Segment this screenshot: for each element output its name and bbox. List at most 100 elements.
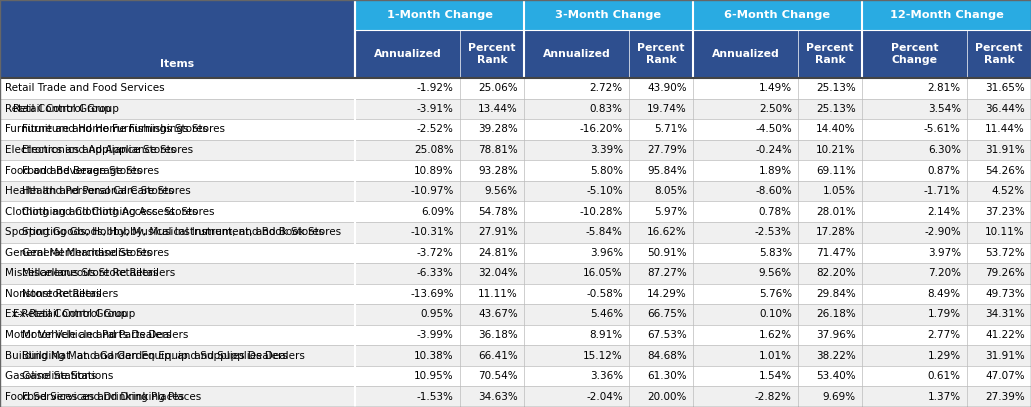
Bar — [0, 345, 355, 366]
Bar — [460, 98, 524, 119]
Text: General Merchandise Stores: General Merchandise Stores — [5, 248, 153, 258]
Bar — [862, 140, 967, 160]
Text: Percent
Change: Percent Change — [891, 43, 938, 65]
Bar — [629, 181, 693, 201]
Bar — [798, 160, 862, 181]
Text: 17.28%: 17.28% — [817, 227, 856, 237]
Bar — [967, 243, 1031, 263]
Bar — [0, 284, 355, 304]
Bar — [967, 98, 1031, 119]
Bar — [0, 140, 355, 160]
Bar — [693, 78, 798, 98]
Bar — [629, 263, 693, 284]
Text: 27.79%: 27.79% — [647, 145, 687, 155]
Text: 5.46%: 5.46% — [590, 309, 623, 319]
Bar — [629, 386, 693, 407]
Text: 0.61%: 0.61% — [928, 371, 961, 381]
Text: 31.91%: 31.91% — [985, 145, 1025, 155]
Text: 61.30%: 61.30% — [647, 371, 687, 381]
Bar — [355, 30, 460, 78]
Text: 43.90%: 43.90% — [647, 83, 687, 93]
Text: Food Services and Drinking Places: Food Services and Drinking Places — [22, 392, 201, 402]
Bar — [524, 325, 629, 345]
Bar — [862, 201, 967, 222]
Bar — [460, 243, 524, 263]
Bar — [862, 345, 967, 366]
Text: Percent
Rank: Percent Rank — [637, 43, 685, 65]
Text: 4.52%: 4.52% — [992, 186, 1025, 196]
Text: Motor Vehicle and Parts Dealers: Motor Vehicle and Parts Dealers — [22, 330, 188, 340]
Text: Retail Control Group: Retail Control Group — [13, 104, 120, 114]
Bar — [524, 201, 629, 222]
Text: 0.95%: 0.95% — [421, 309, 454, 319]
Bar — [460, 263, 524, 284]
Bar — [967, 325, 1031, 345]
Text: Nonstore Retailers: Nonstore Retailers — [22, 289, 118, 299]
Bar — [693, 386, 798, 407]
Bar — [524, 263, 629, 284]
Bar — [862, 78, 967, 98]
Text: Gasoline Stations: Gasoline Stations — [22, 371, 113, 381]
Bar — [524, 366, 629, 386]
Text: 5.80%: 5.80% — [590, 166, 623, 175]
Text: Percent
Rank: Percent Rank — [806, 43, 854, 65]
Text: 38.22%: 38.22% — [817, 350, 856, 361]
Text: 6-Month Change: 6-Month Change — [725, 10, 831, 20]
Text: -2.53%: -2.53% — [755, 227, 792, 237]
Bar — [798, 386, 862, 407]
Text: 54.78%: 54.78% — [478, 207, 518, 217]
Bar — [524, 140, 629, 160]
Text: -2.82%: -2.82% — [755, 392, 792, 402]
Text: Annualized: Annualized — [373, 49, 441, 59]
Text: 13.44%: 13.44% — [478, 104, 518, 114]
Bar — [460, 304, 524, 325]
Text: 10.89%: 10.89% — [414, 166, 454, 175]
Text: -3.99%: -3.99% — [417, 330, 454, 340]
Bar — [355, 284, 460, 304]
Bar — [524, 222, 629, 243]
Text: 5.76%: 5.76% — [759, 289, 792, 299]
Text: 93.28%: 93.28% — [478, 166, 518, 175]
Bar — [0, 160, 355, 181]
Text: -16.20%: -16.20% — [579, 125, 623, 134]
Text: 29.84%: 29.84% — [817, 289, 856, 299]
Text: Percent
Rank: Percent Rank — [468, 43, 516, 65]
Text: 53.72%: 53.72% — [985, 248, 1025, 258]
Bar — [629, 78, 693, 98]
Text: -0.24%: -0.24% — [755, 145, 792, 155]
Bar — [460, 30, 524, 78]
Text: Motor Vehicle and Parts Dealers: Motor Vehicle and Parts Dealers — [5, 330, 171, 340]
Text: 31.91%: 31.91% — [985, 350, 1025, 361]
Bar — [0, 386, 355, 407]
Text: 15.12%: 15.12% — [584, 350, 623, 361]
Bar — [967, 119, 1031, 140]
Text: 10.38%: 10.38% — [414, 350, 454, 361]
Bar — [693, 30, 798, 78]
Bar — [693, 284, 798, 304]
Bar — [355, 243, 460, 263]
Bar — [862, 30, 967, 78]
Bar — [629, 201, 693, 222]
Bar — [0, 222, 355, 243]
Bar — [629, 304, 693, 325]
Text: -1.92%: -1.92% — [417, 83, 454, 93]
Text: 67.53%: 67.53% — [647, 330, 687, 340]
Bar — [862, 98, 967, 119]
Bar — [355, 78, 460, 98]
Bar — [0, 201, 355, 222]
Bar — [798, 243, 862, 263]
Text: 8.05%: 8.05% — [654, 186, 687, 196]
Bar — [355, 325, 460, 345]
Text: -2.04%: -2.04% — [586, 392, 623, 402]
Bar — [629, 222, 693, 243]
Text: 20.00%: 20.00% — [647, 392, 687, 402]
Bar — [355, 181, 460, 201]
Bar — [798, 366, 862, 386]
Text: Miscellaneous Store Retailers: Miscellaneous Store Retailers — [5, 268, 159, 278]
Text: 1.79%: 1.79% — [928, 309, 961, 319]
Bar — [0, 119, 355, 140]
Bar — [0, 263, 355, 284]
Text: -3.91%: -3.91% — [417, 104, 454, 114]
Bar — [967, 263, 1031, 284]
Bar — [0, 0, 355, 30]
